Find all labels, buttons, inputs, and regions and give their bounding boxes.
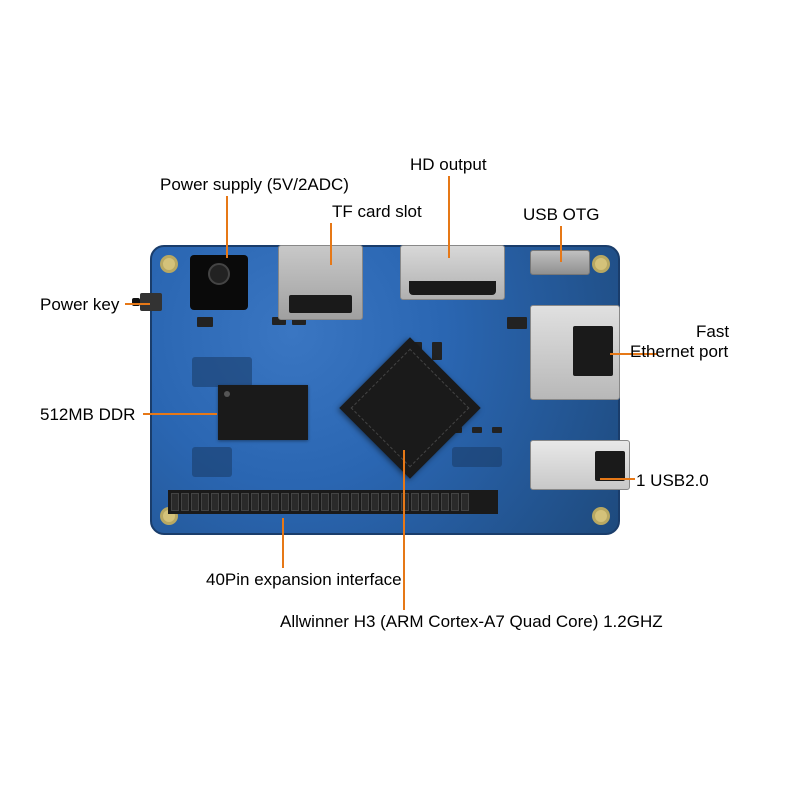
label-expansion: 40Pin expansion interface [206,570,402,590]
label-ddr: 512MB DDR [40,405,135,425]
power-jack [190,255,248,310]
label-usb2: 1 USB2.0 [636,471,709,491]
power-key-button [140,293,162,311]
smd [492,427,502,433]
pcb-trace [192,357,252,387]
pcb-trace [452,447,502,467]
smd [432,342,442,360]
hdmi-port [400,245,505,300]
smd [507,317,527,329]
pcb-trace [192,447,232,477]
label-ethernet: Fast Ethernet port [660,322,729,362]
label-tf-slot: TF card slot [332,202,422,222]
label-soc: Allwinner H3 (ARM Cortex-A7 Quad Core) 1… [280,612,663,632]
label-hd-output: HD output [410,155,487,175]
usb-a-port [530,440,630,490]
smd [197,317,213,327]
label-ethernet-line2: Ethernet port [630,342,729,362]
ethernet-port [530,305,620,400]
ddr-chip [218,385,308,440]
tf-card-slot [278,245,363,320]
label-power-key: Power key [40,295,119,315]
mount-hole [160,255,178,273]
mount-hole [592,507,610,525]
label-power-supply: Power supply (5V/2ADC) [160,175,349,195]
gpio-header [168,490,498,514]
smd [472,427,482,433]
label-usb-otg: USB OTG [523,205,600,225]
mount-hole [592,255,610,273]
label-ethernet-line1: Fast [660,322,729,342]
